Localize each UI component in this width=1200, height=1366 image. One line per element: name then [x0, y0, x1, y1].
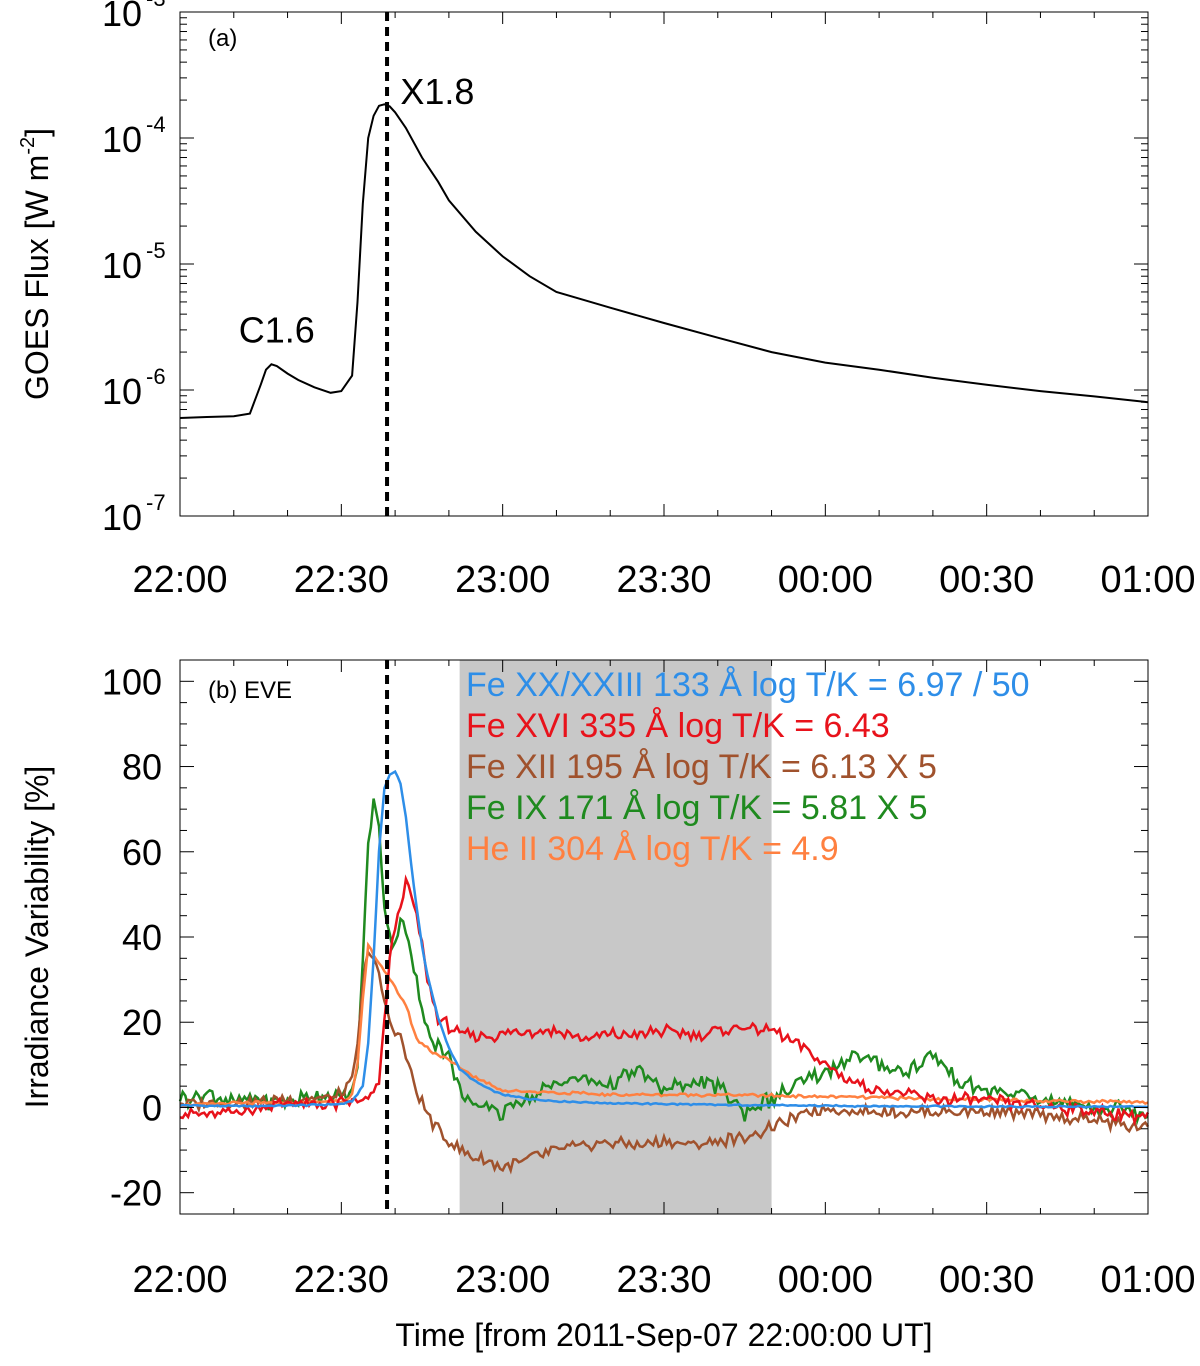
y-tick-label: 60 [122, 832, 162, 873]
y-tick-label-exponent: -3 [146, 0, 166, 11]
panel-b-frame [179, 659, 1149, 1215]
y-tick-label: 10 [102, 245, 142, 286]
irradiance-line-0 [179, 769, 1149, 1109]
legend-entry: Fe XVI 335 Å log T/K = 6.43 [466, 707, 890, 745]
panel-a-goes-flux: 10-310-410-510-610-7 22:0022:3023:0023:3… [17, 0, 1196, 601]
x-tick-label: 22:30 [294, 1259, 389, 1301]
y-tick-label: 40 [122, 917, 162, 958]
legend-entry: Fe XX/XXIII 133 Å log T/K = 6.97 / 50 [466, 666, 1030, 704]
y-tick-label: 20 [122, 1002, 162, 1043]
x-tick-label: 23:00 [455, 1259, 550, 1301]
x-tick-label: 23:00 [455, 559, 550, 601]
x-tick-label: 00:30 [939, 559, 1034, 601]
flare-class-annotation: C1.6 [239, 309, 315, 350]
x-tick-label: 22:30 [294, 559, 389, 601]
y-tick-label: 0 [142, 1087, 162, 1128]
y-tick-label: -20 [110, 1173, 162, 1214]
irradiance-line-1 [179, 874, 1150, 1127]
panel-b-x-axis-label: Time [from 2011-Sep-07 22:00:00 UT] [395, 1317, 932, 1353]
y-tick-label-exponent: -7 [146, 490, 166, 515]
x-tick-label: 00:30 [939, 1259, 1034, 1301]
y-tick-label-exponent: -5 [146, 238, 166, 263]
x-tick-label: 22:00 [132, 1259, 227, 1301]
y-tick-label-exponent: -4 [146, 112, 166, 137]
x-tick-label: 01:00 [1100, 1259, 1195, 1301]
panel-b-label: (b) EVE [208, 677, 292, 704]
panel-b-eve-irradiance: -20 0 20 40 60 80 100 22:00 22:30 23:00 23:30 00:0… [19, 659, 1196, 1353]
legend: Fe XX/XXIII 133 Å log T/K = 6.97 / 50Fe … [466, 666, 1030, 868]
x-tick-label: 00:00 [778, 559, 873, 601]
y-tick-label-exponent: -6 [146, 364, 166, 389]
x-tick-label: 23:30 [616, 1259, 711, 1301]
panel-a-frame [179, 11, 1149, 517]
legend-entry: Fe XII 195 Å log T/K = 6.13 X 5 [466, 748, 937, 786]
y-tick-label: 80 [122, 747, 162, 788]
x-tick-label: 01:00 [1100, 559, 1195, 601]
legend-entry: He II 304 Å log T/K = 4.9 [466, 830, 839, 868]
panel-b-y-axis-label: Irradiance Variability [%] [19, 766, 55, 1109]
y-tick-label: 10 [102, 371, 142, 412]
shaded-time-window [459, 660, 772, 1214]
panel-a-label: (a) [208, 25, 237, 52]
y-tick-label: 100 [102, 661, 162, 702]
x-tick-label: 22:00 [132, 559, 227, 601]
panel-a-y-axis-label: GOES Flux [W m-2] [17, 128, 55, 400]
flare-class-annotation: X1.8 [400, 71, 474, 112]
irradiance-line-2 [179, 949, 1150, 1175]
y-tick-label: 10 [102, 0, 142, 34]
y-tick-label: 10 [102, 497, 142, 538]
x-tick-label: 00:00 [778, 1259, 873, 1301]
legend-entry: Fe IX 171 Å log T/K = 5.81 X 5 [466, 789, 928, 827]
goes-flux-line [179, 103, 1149, 419]
y-tick-label: 10 [102, 119, 142, 160]
x-tick-label: 23:30 [616, 559, 711, 601]
